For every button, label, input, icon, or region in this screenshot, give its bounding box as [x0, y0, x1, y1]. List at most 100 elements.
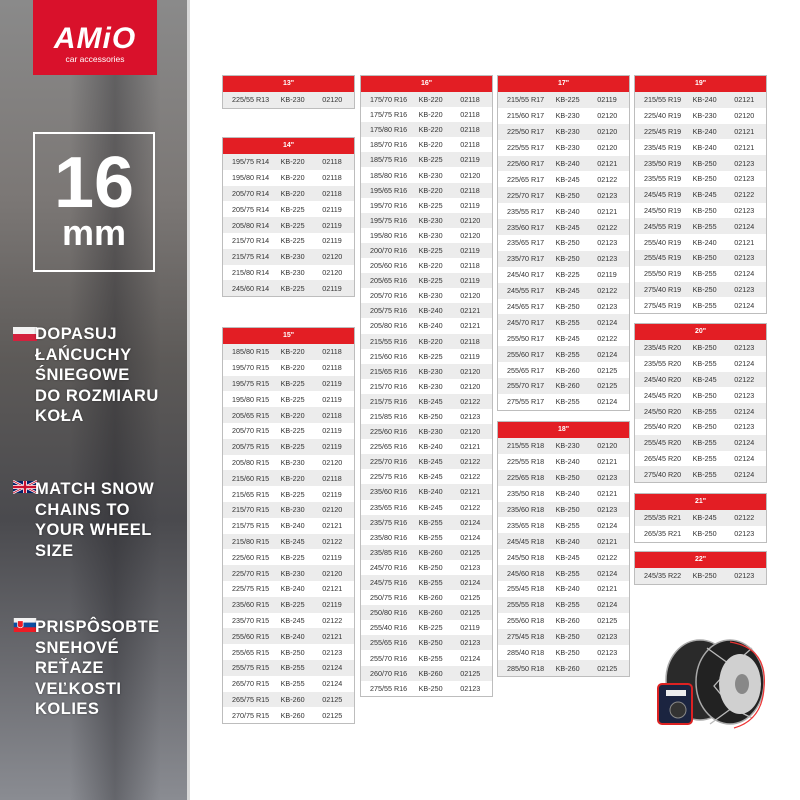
chain-model: KB-255 [692, 438, 717, 448]
table-row: 255/40 R20 KB-250 02123 [635, 418, 766, 435]
uk-flag-icon [13, 480, 37, 494]
product-code: 02120 [322, 252, 343, 262]
table-row: 225/70 R17 KB-250 02123 [498, 187, 629, 204]
chain-model: KB-230 [280, 457, 305, 467]
product-code: 02121 [460, 487, 481, 497]
tire-size: 225/65 R18 [507, 473, 545, 483]
chain-model: KB-225 [280, 600, 305, 610]
chain-model: KB-240 [555, 159, 580, 168]
chain-model: KB-245 [280, 615, 305, 625]
chain-model: KB-230 [555, 441, 580, 451]
chain-model: KB-255 [692, 469, 717, 479]
tire-size: 275/55 R16 [370, 683, 408, 693]
size-table-13in: 13" 225/55 R13 KB-230 02120 [222, 75, 355, 109]
tire-size: 235/70 R15 [232, 615, 270, 625]
chain-model: KB-250 [555, 190, 580, 200]
chain-model: KB-240 [280, 584, 305, 594]
size-table-22in: 22" 245/35 R22 KB-250 02123 [634, 551, 767, 585]
chain-model: KB-230 [418, 381, 443, 391]
product-code: 02120 [460, 230, 481, 240]
product-code: 02118 [322, 410, 342, 420]
table-row: 255/45 R20 KB-255 02124 [635, 434, 766, 451]
product-code: 02124 [460, 653, 481, 663]
size-table-20in: 20" 235/45 R20 KB-250 02123 235/55 R20 KB-255… [634, 323, 767, 484]
tire-size: 255/60 R18 [507, 616, 545, 626]
table-row: 275/40 R20 KB-255 02124 [635, 466, 766, 483]
table-row: 235/55 R19 KB-250 02123 [635, 170, 766, 187]
product-code: 02118 [322, 157, 342, 167]
table-row: 215/75 R16 KB-245 02122 [361, 393, 492, 409]
chain-model: KB-260 [280, 710, 305, 720]
table-row: 255/65 R16 KB-250 02123 [361, 635, 492, 651]
product-code: 02122 [734, 374, 755, 384]
table-row: 235/55 R17 KB-240 02121 [498, 203, 629, 220]
product-code: 02124 [597, 349, 618, 359]
table-row: 245/70 R17 KB-255 02124 [498, 314, 629, 331]
table-row: 235/45 R19 KB-240 02121 [635, 139, 766, 156]
table-row: 255/50 R17 KB-245 02122 [498, 330, 629, 347]
table-row: 245/45 R20 KB-250 02123 [635, 387, 766, 404]
chain-model: KB-230 [280, 95, 305, 105]
tire-size: 215/55 R16 [370, 336, 408, 346]
table-header: 19" [635, 76, 766, 92]
chain-model: KB-225 [418, 155, 443, 165]
product-code: 02124 [460, 578, 481, 588]
chain-model: KB-245 [555, 552, 580, 562]
chain-model: KB-245 [418, 396, 443, 406]
table-header: 18" [498, 422, 629, 438]
slogan-line: KOLIES [35, 700, 100, 718]
tire-size: 205/60 R16 [370, 261, 408, 271]
tire-size: 235/60 R15 [232, 600, 270, 610]
sidebar-banner: AMiO car accessories 16 mm DOPASUJ ŁAŃCUC… [0, 0, 190, 800]
chain-model: KB-225 [280, 489, 305, 499]
table-row: 245/60 R18 KB-255 02124 [498, 565, 629, 582]
tire-size: 245/55 R17 [507, 286, 545, 296]
size-table-17in: 17" 215/55 R17 KB-225 02119 215/60 R17 KB-230… [497, 75, 630, 411]
product-code: 02123 [734, 174, 755, 184]
divider [187, 0, 190, 800]
product-code: 02124 [734, 269, 755, 279]
product-code: 02124 [597, 520, 618, 530]
table-row: 245/40 R17 KB-225 02119 [498, 266, 629, 283]
size-table-14in: 14" 195/75 R14 KB-220 02118 195/80 R14 KB-220… [222, 137, 355, 298]
tire-size: 215/55 R19 [644, 95, 682, 105]
tire-size: 215/60 R15 [232, 473, 270, 483]
product-code: 02123 [734, 284, 755, 294]
product-code: 02123 [460, 562, 481, 572]
table-row: 235/85 R16 KB-260 02125 [361, 544, 492, 560]
chain-model: KB-255 [692, 300, 717, 310]
tire-size: 200/70 R16 [370, 245, 408, 255]
tire-size: 255/65 R16 [370, 638, 408, 648]
tire-size: 245/35 R22 [644, 571, 682, 581]
tire-size: 235/45 R19 [644, 142, 682, 152]
table-row: 265/45 R20 KB-255 02124 [635, 450, 766, 467]
table-row: 215/65 R16 KB-230 02120 [361, 363, 492, 379]
product-code: 02124 [322, 663, 343, 673]
product-code: 02119 [322, 283, 342, 293]
tire-size: 215/65 R16 [370, 366, 408, 376]
table-row: 255/35 R21 KB-245 02122 [635, 510, 766, 526]
table-header: 14" [223, 138, 354, 154]
product-code: 02124 [734, 453, 755, 463]
table-row: 235/60 R15 KB-225 02119 [223, 596, 354, 613]
table-row: 225/50 R17 KB-230 02120 [498, 123, 629, 140]
chain-model: KB-230 [280, 267, 305, 277]
chain-model: KB-245 [418, 472, 443, 482]
table-header: 13" [223, 76, 354, 92]
tire-size: 205/65 R16 [370, 276, 408, 286]
chain-model: KB-245 [418, 502, 443, 512]
chain-model: KB-250 [555, 473, 580, 483]
product-code: 02118 [322, 473, 342, 483]
slogan-line: ŚNIEGOWE [35, 366, 130, 384]
chain-model: KB-225 [280, 552, 305, 562]
tire-size: 195/70 R16 [370, 200, 408, 210]
product-code: 02119 [597, 270, 617, 280]
table-row: 235/60 R18 KB-250 02123 [498, 501, 629, 518]
chain-model: KB-250 [692, 205, 717, 215]
chain-model: KB-240 [555, 489, 580, 499]
table-row: 225/55 R13 KB-230 02120 [223, 92, 354, 108]
tire-size: 235/85 R16 [370, 547, 408, 557]
chain-model: KB-230 [280, 568, 305, 578]
table-row: 245/40 R20 KB-245 02122 [635, 371, 766, 388]
table-row: 235/50 R19 KB-250 02123 [635, 155, 766, 171]
